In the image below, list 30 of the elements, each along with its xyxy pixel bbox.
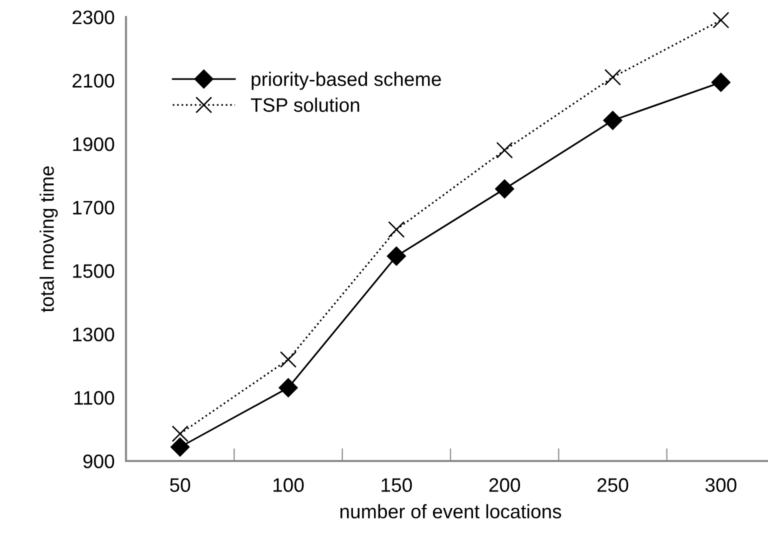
point [280, 351, 297, 368]
point [711, 72, 730, 92]
y-tick-label: 1700 [73, 200, 114, 215]
y-tick-label: 1100 [74, 391, 114, 405]
x-tick-label: 250 [598, 478, 628, 492]
x-tick-label: 50 [170, 478, 190, 492]
point [388, 221, 405, 238]
x-tick-label: 100 [274, 478, 304, 492]
point [496, 142, 513, 159]
point [170, 438, 190, 457]
y-tick-label: 2100 [72, 74, 114, 88]
point [604, 68, 622, 86]
y-tick-label: 1300 [73, 328, 114, 342]
y-tick-label: 1500 [73, 264, 114, 278]
x-tick-label: 200 [489, 478, 520, 492]
legend-label: priority-based scheme [252, 72, 441, 90]
point [712, 12, 730, 29]
point [386, 246, 406, 266]
point [603, 110, 622, 130]
y-tick-label: 900 [83, 454, 114, 468]
point [495, 179, 514, 198]
x-axis-title: number of event locations [340, 504, 562, 518]
x-tick-label: 150 [382, 478, 412, 492]
y-tick-label: 1900 [73, 137, 114, 152]
point [172, 425, 188, 442]
y-tick-label: 2300 [72, 10, 114, 24]
point [278, 378, 298, 398]
legend-label: TSP solution [250, 98, 360, 112]
y-axis-title: total moving time [40, 166, 58, 312]
x-tick-label: 300 [705, 478, 736, 492]
